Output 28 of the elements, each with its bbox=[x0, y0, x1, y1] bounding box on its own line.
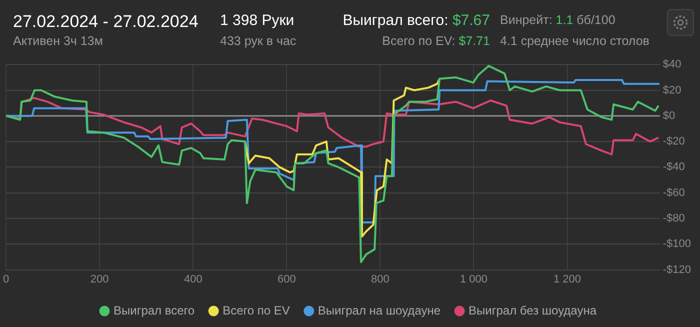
legend-label: Выиграл всего bbox=[113, 303, 195, 318]
y-tick-label: $20 bbox=[662, 84, 682, 96]
text: 4.1 среднее число столов bbox=[500, 34, 650, 48]
legend-label: Всего по EV bbox=[222, 303, 290, 318]
y-tick-label: -$60 bbox=[662, 186, 685, 199]
x-tick-label: 200 bbox=[90, 273, 109, 286]
x-tick-label: 1 200 bbox=[554, 273, 582, 286]
x-tick-label: 800 bbox=[371, 273, 390, 286]
x-tick-label: 0 bbox=[2, 273, 10, 286]
y-tick-label: -$40 bbox=[662, 161, 685, 174]
x-tick-label: 400 bbox=[184, 273, 202, 286]
y-tick-label: -$100 bbox=[662, 238, 692, 250]
text: 433 рук в час bbox=[220, 34, 296, 48]
y-tick-label: -$80 bbox=[662, 212, 685, 225]
x-tick-label: 1 000 bbox=[460, 273, 488, 286]
y-tick-label: -$20 bbox=[662, 136, 685, 148]
legend-label: Выиграл на шоудауне bbox=[318, 303, 441, 318]
legend-label: Выиграл без шоудауна bbox=[468, 303, 597, 318]
y-tick-label: $0 bbox=[662, 110, 676, 122]
y-tick-label: -$120 bbox=[662, 264, 692, 276]
text: Всего по EV: $7.71 bbox=[382, 34, 490, 48]
chart-subtitle: Активен 3ч 13м bbox=[13, 34, 103, 48]
x-tick-label: 600 bbox=[277, 273, 296, 286]
text: 1 398 Руки bbox=[220, 12, 294, 29]
text: Винрейт: 1.1 бб/100 bbox=[500, 13, 616, 27]
chart-title: 27.02.2024 - 27.02.2024 bbox=[13, 12, 198, 32]
y-tick-label: $40 bbox=[662, 58, 682, 71]
text: Выиграл всего: $7.67 bbox=[342, 12, 490, 29]
